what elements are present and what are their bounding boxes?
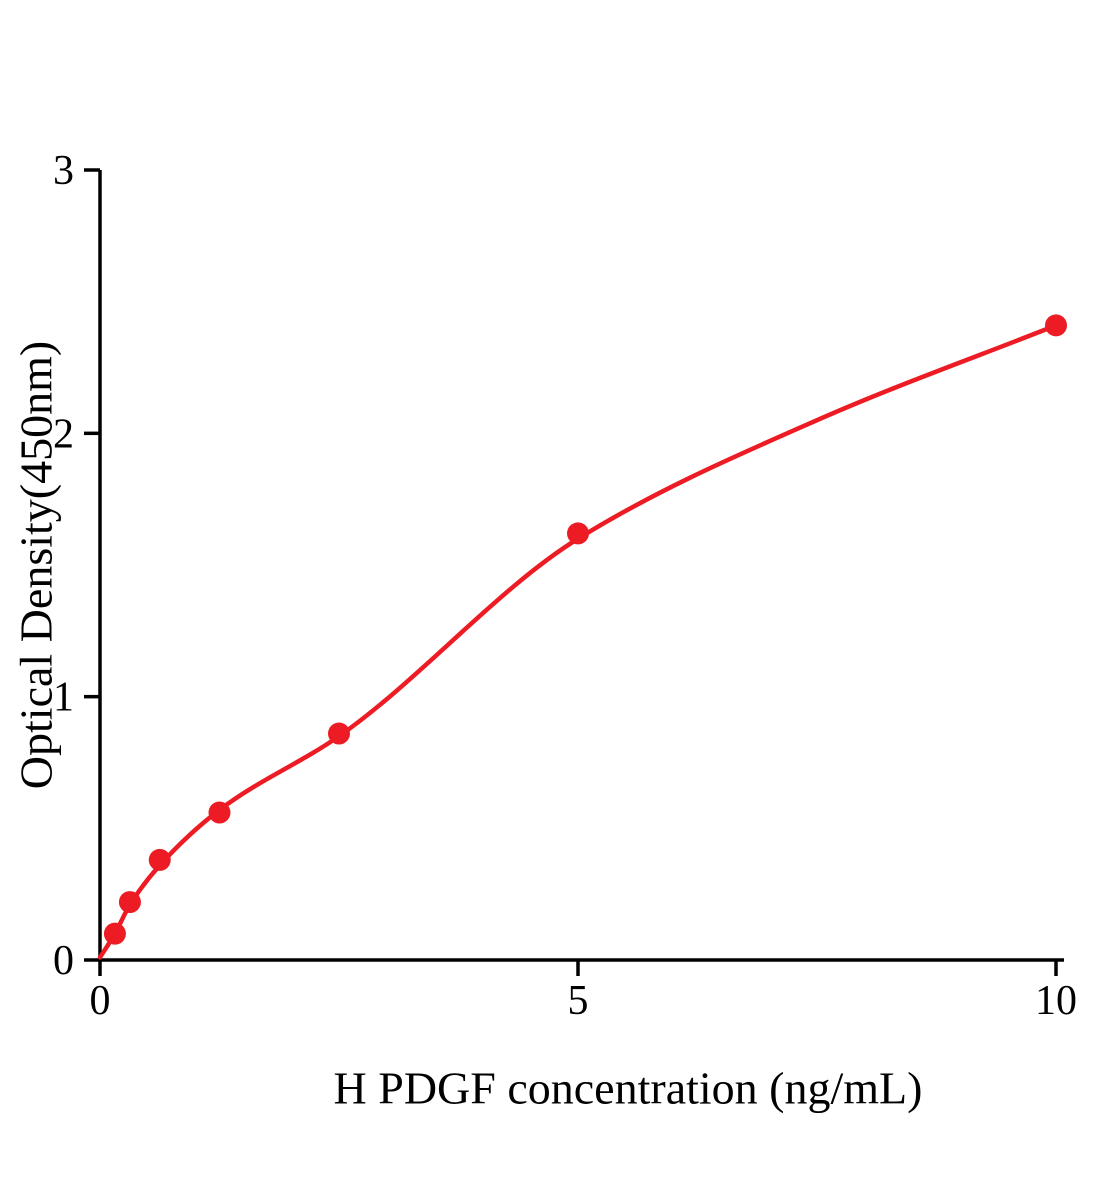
data-point [118,891,141,914]
data-point [148,848,171,871]
x-tick-label: 0 [90,978,111,1024]
fit-curve [97,323,1059,960]
y-tick-label: 2 [53,411,74,457]
data-point [328,722,350,745]
data-point [1045,314,1067,337]
y-tick-label: 3 [53,148,74,194]
y-tick-label: 0 [53,938,74,984]
x-axis-title: H PDGF concentration (ng/mL) [333,1062,923,1114]
y-axis-title: Optical Density(450nm) [10,340,62,790]
x-tick-label: 10 [1035,978,1077,1024]
x-tick-label: 5 [568,978,589,1024]
data-point [103,922,126,945]
data-point [567,522,589,545]
y-tick-label: 1 [53,675,74,721]
data-point [208,801,231,824]
